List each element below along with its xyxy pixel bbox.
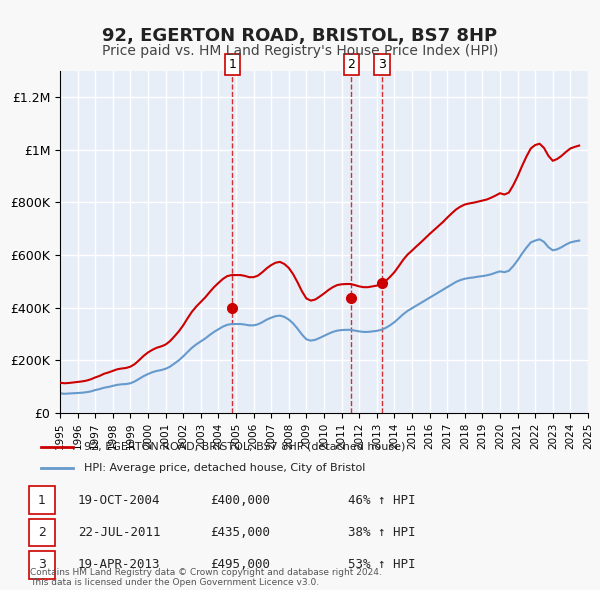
Text: 1: 1 [38,493,46,507]
Text: £495,000: £495,000 [210,558,270,572]
Text: £435,000: £435,000 [210,526,270,539]
Text: 1: 1 [229,58,236,71]
Text: 3: 3 [378,58,386,71]
Text: 3: 3 [38,558,46,572]
Text: 46% ↑ HPI: 46% ↑ HPI [348,493,415,507]
Text: 53% ↑ HPI: 53% ↑ HPI [348,558,415,572]
Text: £400,000: £400,000 [210,493,270,507]
Text: HPI: Average price, detached house, City of Bristol: HPI: Average price, detached house, City… [84,463,365,473]
Text: 2: 2 [38,526,46,539]
Text: 19-APR-2013: 19-APR-2013 [78,558,161,572]
Text: Price paid vs. HM Land Registry's House Price Index (HPI): Price paid vs. HM Land Registry's House … [102,44,498,58]
Text: 38% ↑ HPI: 38% ↑ HPI [348,526,415,539]
Text: 92, EGERTON ROAD, BRISTOL, BS7 8HP: 92, EGERTON ROAD, BRISTOL, BS7 8HP [103,27,497,45]
Text: 92, EGERTON ROAD, BRISTOL, BS7 8HP (detached house): 92, EGERTON ROAD, BRISTOL, BS7 8HP (deta… [84,442,406,452]
Text: 2: 2 [347,58,355,71]
Text: 22-JUL-2011: 22-JUL-2011 [78,526,161,539]
Text: 19-OCT-2004: 19-OCT-2004 [78,493,161,507]
Text: Contains HM Land Registry data © Crown copyright and database right 2024.
This d: Contains HM Land Registry data © Crown c… [30,568,382,587]
